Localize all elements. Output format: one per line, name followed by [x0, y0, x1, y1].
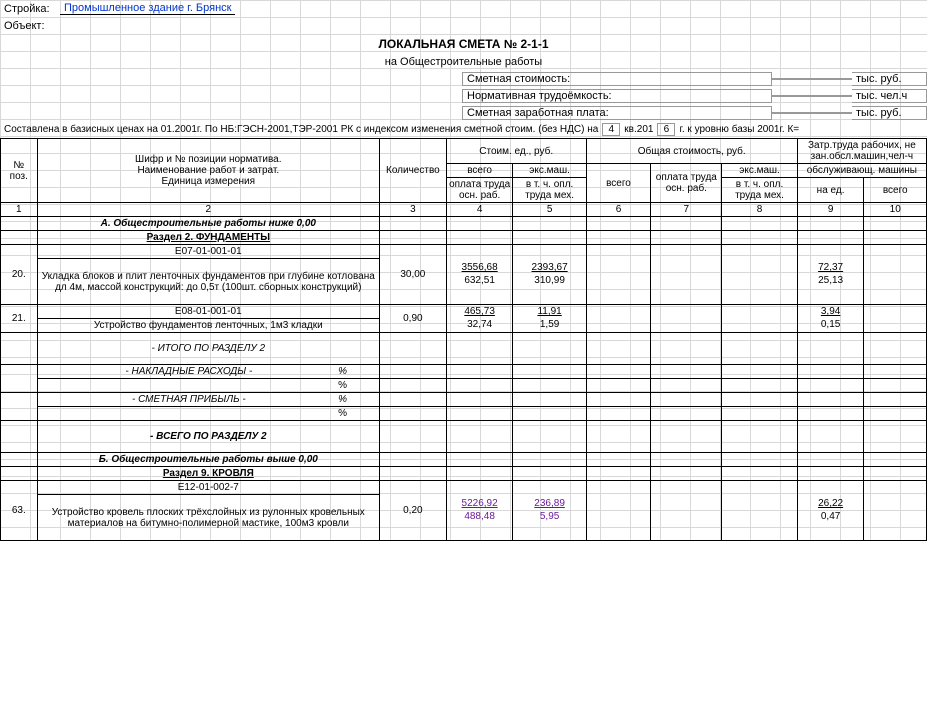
meta-row: Нормативная трудоёмкость: тыс. чел.ч — [462, 87, 927, 104]
meta-value — [772, 112, 852, 114]
basis-kv: кв.201 — [624, 124, 653, 135]
section-a: А. Общестроительные работы ниже 0,00 — [37, 217, 379, 231]
itogo-2: - ИТОГО ПО РАЗДЕЛУ 2 — [37, 333, 379, 365]
th-vsego4: всего — [446, 164, 513, 178]
header-build-row: Стройка: Промышленное здание г. Брянск — [0, 0, 927, 17]
th-pos: № поз. — [1, 139, 38, 203]
colnum: 9 — [797, 203, 864, 217]
colnum: 2 — [37, 203, 379, 217]
th-naed: на ед. — [797, 178, 864, 203]
meta-value — [772, 78, 852, 80]
pos-cell: 21. — [1, 305, 38, 333]
th-vtch8: в т. ч. опл. труда мех. — [722, 178, 797, 203]
th-oplata7: оплата труда осн. раб. — [651, 164, 722, 203]
basis-year: 6 — [657, 123, 675, 136]
desc-cell: Устройство фундаментов ленточных, 1м3 кл… — [37, 319, 379, 333]
colnum: 8 — [722, 203, 797, 217]
th-qty: Количество — [379, 139, 446, 203]
code-cell: Е07-01-001-01 — [37, 245, 379, 259]
th-vsego10: всего — [864, 178, 927, 203]
meta-row: Сметная заработная плата: тыс. руб. — [462, 104, 927, 121]
basis-pre: Составлена в базисных ценах на 01.2001г.… — [4, 124, 598, 135]
build-label: Стройка: — [0, 3, 60, 15]
estimate-table: № поз. Шифр и № позиции норматива. Наиме… — [0, 138, 927, 541]
doc-subtitle: на Общестроительные работы — [0, 54, 927, 70]
c9-cell: 72,3725,13 — [797, 245, 864, 305]
meta-label: Сметная стоимость: — [462, 72, 772, 86]
th-labor: Затр.труда рабочих, не зан.обсл.машин,че… — [797, 139, 926, 164]
code-cell: Е08-01-001-01 — [37, 305, 379, 319]
c9-cell: 26,220,47 — [797, 481, 864, 541]
colnum: 3 — [379, 203, 446, 217]
meta-row: Сметная стоимость: тыс. руб. — [462, 70, 927, 87]
qty-cell: 0,20 — [379, 481, 446, 541]
c5-cell: 11,911,59 — [513, 305, 586, 333]
colnum: 10 — [864, 203, 927, 217]
desc-cell: Укладка блоков и плит ленточных фундамен… — [37, 259, 379, 305]
header-object-row: Объект: — [0, 17, 927, 34]
th-vsego6: всего — [586, 164, 651, 203]
prib-pct2: % — [37, 407, 379, 421]
qty-cell: 0,90 — [379, 305, 446, 333]
th-eks5: экс.маш. — [513, 164, 586, 178]
basis-line: Составлена в базисных ценах на 01.2001г.… — [0, 121, 927, 138]
meta-unit: тыс. чел.ч — [852, 89, 927, 103]
c4-cell: 5226,92488,48 — [446, 481, 513, 541]
th-unitcost: Стоим. ед., руб. — [446, 139, 586, 164]
colnum: 5 — [513, 203, 586, 217]
c9-cell: 3,940,15 — [797, 305, 864, 333]
c5-cell: 236,895,95 — [513, 481, 586, 541]
th-obsl: обслуживающ. машины — [797, 164, 926, 178]
th-oplata4: оплата труда осн. раб. — [446, 178, 513, 203]
meta-unit: тыс. руб. — [852, 106, 927, 120]
section-r2: Раздел 2. ФУНДАМЕНТЫ — [37, 231, 379, 245]
basis-quarter: 4 — [602, 123, 620, 136]
section-b: Б. Общестроительные работы выше 0,00 — [37, 453, 379, 467]
pos-cell: 20. — [1, 245, 38, 305]
pos-cell: 63. — [1, 481, 38, 541]
meta-label: Нормативная трудоёмкость: — [462, 89, 772, 103]
th-name: Шифр и № позиции норматива. Наименование… — [37, 139, 379, 203]
basis-post: г. к уровню базы 2001г. К= — [679, 124, 799, 135]
section-r9: Раздел 9. КРОВЛЯ — [37, 467, 379, 481]
meta-label: Сметная заработная плата: — [462, 106, 772, 120]
nakl-row: - НАКЛАДНЫЕ РАСХОДЫ -% — [37, 365, 379, 379]
nakl-pct2: % — [37, 379, 379, 393]
desc-cell: Устройство кровель плоских трёхслойных и… — [37, 495, 379, 541]
colnum: 1 — [1, 203, 38, 217]
colnum: 4 — [446, 203, 513, 217]
object-label: Объект: — [0, 20, 60, 32]
build-value: Промышленное здание г. Брянск — [60, 2, 235, 15]
th-totalcost: Общая стоимость, руб. — [586, 139, 797, 164]
th-vtch5: в т. ч. опл. труда мех. — [513, 178, 586, 203]
meta-unit: тыс. руб. — [852, 72, 927, 86]
c4-cell: 465,7332,74 — [446, 305, 513, 333]
c5-cell: 2393,67310,99 — [513, 245, 586, 305]
colnum: 7 — [651, 203, 722, 217]
doc-title: ЛОКАЛЬНАЯ СМЕТА № 2-1-1 — [0, 34, 927, 54]
meta-value — [772, 95, 852, 97]
vsego-2: - ВСЕГО ПО РАЗДЕЛУ 2 — [37, 421, 379, 453]
code-cell: Е12-01-002-7 — [37, 481, 379, 495]
th-eks8: экс.маш. — [722, 164, 797, 178]
qty-cell: 30,00 — [379, 245, 446, 305]
colnum: 6 — [586, 203, 651, 217]
c4-cell: 3556,68632,51 — [446, 245, 513, 305]
prib-row: - СМЕТНАЯ ПРИБЫЛЬ -% — [37, 393, 379, 407]
